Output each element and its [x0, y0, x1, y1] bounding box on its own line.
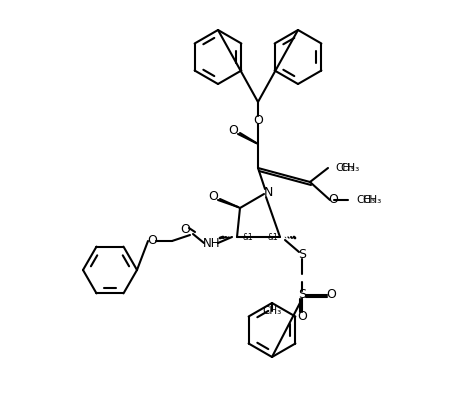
Text: O: O [180, 224, 189, 237]
Text: S: S [297, 249, 305, 262]
Text: CH₃: CH₃ [355, 195, 375, 205]
Text: O: O [296, 310, 307, 324]
Text: &1: &1 [267, 233, 278, 243]
Text: O: O [325, 289, 335, 301]
Text: CH₃: CH₃ [361, 195, 381, 205]
Text: O: O [147, 235, 156, 247]
Text: O: O [228, 123, 238, 137]
Text: CH₃: CH₃ [262, 306, 281, 316]
Text: CH₃: CH₃ [334, 163, 353, 173]
Text: CH₃: CH₃ [339, 163, 358, 173]
Text: O: O [252, 114, 263, 127]
Text: O: O [327, 193, 337, 206]
Text: S: S [297, 289, 305, 301]
Text: N: N [263, 187, 272, 200]
Text: NH: NH [203, 237, 220, 251]
Text: &1: &1 [242, 233, 253, 243]
Text: O: O [207, 191, 218, 204]
